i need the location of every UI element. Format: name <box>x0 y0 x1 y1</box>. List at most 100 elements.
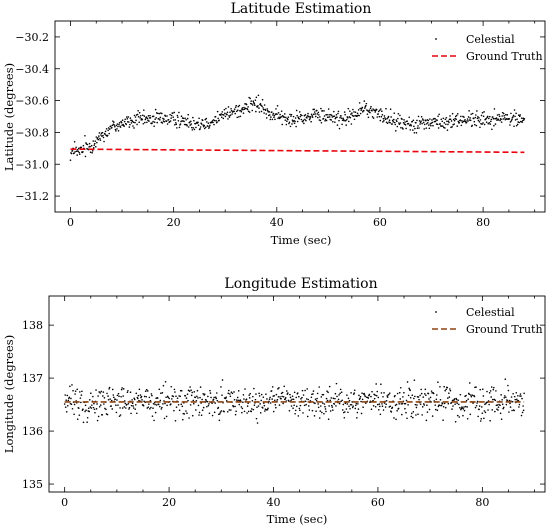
celestial-point <box>242 401 244 404</box>
celestial-point <box>424 393 426 395</box>
celestial-point <box>425 127 428 129</box>
celestial-point <box>521 397 523 400</box>
celestial-point <box>88 399 91 401</box>
celestial-point <box>134 403 137 406</box>
celestial-point <box>434 120 437 123</box>
celestial-point <box>108 128 111 130</box>
celestial-point <box>476 110 478 112</box>
celestial-point <box>326 399 329 402</box>
celestial-point <box>303 404 306 407</box>
celestial-point <box>509 121 512 123</box>
celestial-point <box>189 404 192 406</box>
celestial-point <box>371 390 373 393</box>
celestial-point <box>99 392 102 394</box>
celestial-point <box>484 411 487 414</box>
celestial-point <box>100 134 102 136</box>
celestial-point <box>325 397 328 400</box>
celestial-point <box>514 115 516 118</box>
celestial-point <box>468 110 470 112</box>
celestial-point <box>206 400 209 403</box>
celestial-point <box>290 113 293 116</box>
celestial-point <box>268 111 271 113</box>
celestial-point <box>508 411 510 413</box>
celestial-point <box>149 117 152 119</box>
celestial-point <box>348 405 350 408</box>
celestial-point <box>210 396 212 399</box>
celestial-point <box>207 122 210 124</box>
celestial-point <box>332 409 334 411</box>
celestial-point <box>434 117 436 120</box>
celestial-point <box>464 120 467 123</box>
celestial-point <box>423 128 425 130</box>
celestial-point <box>202 406 205 409</box>
celestial-point <box>335 382 338 385</box>
celestial-point <box>225 107 227 110</box>
celestial-point <box>320 107 322 110</box>
celestial-point <box>73 141 76 143</box>
celestial-point <box>447 123 449 126</box>
celestial-point <box>447 120 450 123</box>
celestial-point <box>282 395 285 398</box>
celestial-point <box>471 124 474 127</box>
celestial-point <box>420 115 423 118</box>
celestial-point <box>311 116 314 118</box>
celestial-point <box>288 400 290 402</box>
celestial-point <box>149 408 151 410</box>
celestial-point <box>82 144 85 147</box>
celestial-point <box>255 110 257 113</box>
celestial-point <box>93 408 96 411</box>
celestial-point <box>183 413 186 415</box>
celestial-point <box>195 409 197 411</box>
celestial-point <box>288 122 290 125</box>
x-tick-label: 60 <box>373 216 387 229</box>
celestial-point <box>228 409 231 411</box>
celestial-point <box>479 126 481 129</box>
celestial-point <box>253 387 255 390</box>
celestial-point <box>310 120 312 123</box>
x-tick-label: 20 <box>167 216 181 229</box>
celestial-point <box>367 397 370 399</box>
celestial-point <box>188 417 190 419</box>
celestial-point <box>434 404 437 406</box>
celestial-point <box>350 113 352 115</box>
celestial-point <box>272 410 275 413</box>
celestial-point <box>345 408 348 410</box>
celestial-point <box>172 395 175 398</box>
celestial-point <box>238 116 240 118</box>
celestial-point <box>154 403 156 406</box>
celestial-point <box>290 405 293 407</box>
celestial-point <box>186 125 188 127</box>
celestial-point <box>292 115 295 118</box>
celestial-point <box>268 114 271 116</box>
celestial-point <box>506 114 509 116</box>
celestial-point <box>462 408 465 410</box>
celestial-point <box>151 122 153 124</box>
celestial-point <box>203 127 206 130</box>
celestial-point <box>419 121 422 124</box>
celestial-point <box>163 118 165 120</box>
celestial-point <box>411 120 414 123</box>
celestial-point <box>469 117 471 119</box>
celestial-point <box>212 398 215 401</box>
celestial-point <box>75 146 77 149</box>
celestial-point <box>405 411 407 414</box>
celestial-point <box>73 403 76 406</box>
celestial-point <box>490 386 493 388</box>
latitude-chart-title: Latitude Estimation <box>231 1 372 17</box>
celestial-point <box>376 116 379 118</box>
celestial-point <box>121 119 124 122</box>
celestial-point <box>483 111 485 113</box>
celestial-point <box>487 117 490 120</box>
celestial-point <box>490 396 492 398</box>
celestial-point <box>367 116 370 119</box>
celestial-point <box>201 409 204 412</box>
celestial-point <box>460 408 462 411</box>
celestial-point <box>413 125 415 128</box>
celestial-point <box>241 107 244 109</box>
celestial-point <box>181 405 184 408</box>
celestial-point <box>398 403 400 405</box>
celestial-point <box>396 125 399 128</box>
celestial-point <box>80 401 82 404</box>
celestial-point <box>393 417 395 419</box>
celestial-point <box>102 391 105 393</box>
